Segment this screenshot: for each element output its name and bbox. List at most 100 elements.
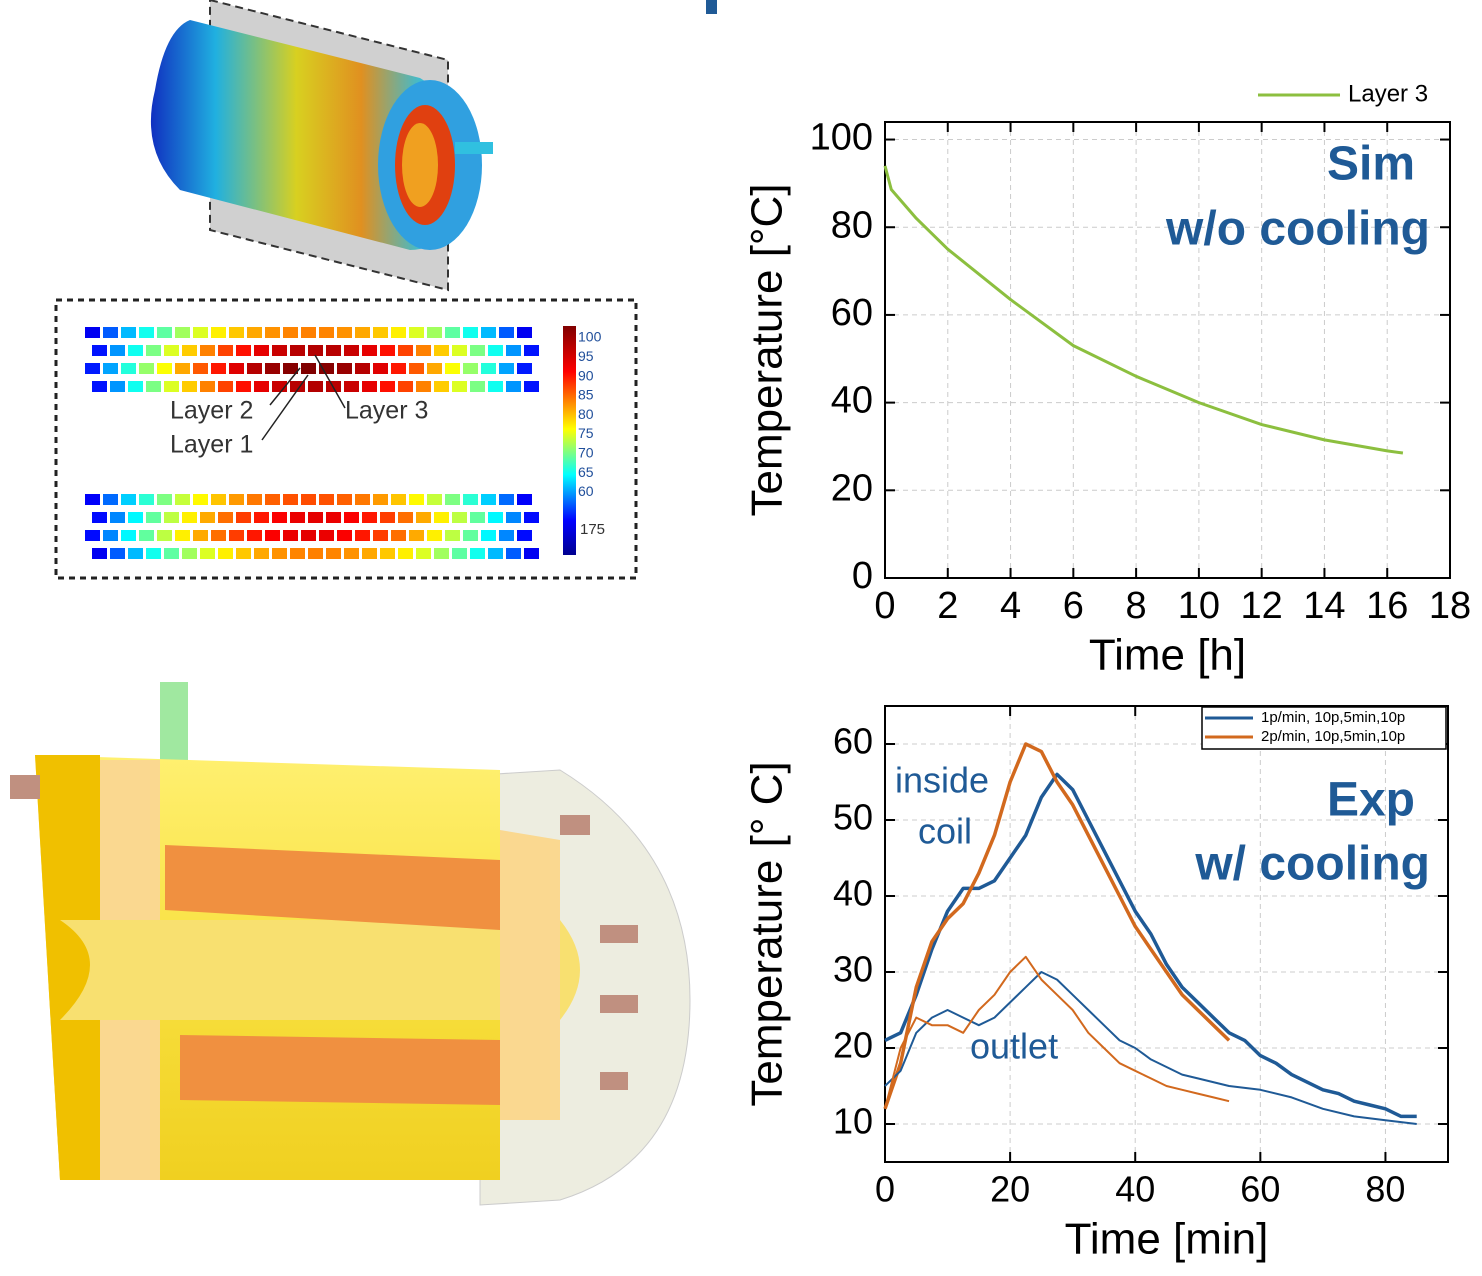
- annotation: coil: [918, 811, 972, 852]
- coil-block: [380, 345, 395, 356]
- coil-block: [380, 548, 395, 559]
- coil-block: [362, 548, 377, 559]
- coil-block: [283, 363, 298, 374]
- coil-block: [103, 363, 118, 374]
- coil-block: [146, 345, 161, 356]
- coil-block: [182, 345, 197, 356]
- magnet-render: [10, 682, 691, 1206]
- colorbar-label: 70: [578, 445, 594, 461]
- coil-block: [247, 327, 262, 338]
- coil-block: [229, 530, 244, 541]
- coil-block: [193, 494, 208, 505]
- coil-block: [193, 363, 208, 374]
- coil-block: [409, 530, 424, 541]
- coil-block: [128, 345, 143, 356]
- coil-block: [355, 327, 370, 338]
- coil-block: [272, 548, 287, 559]
- coil-block: [247, 363, 262, 374]
- coil-block: [362, 345, 377, 356]
- coil-block: [434, 381, 449, 392]
- coil-block: [290, 512, 305, 523]
- coil-block: [211, 494, 226, 505]
- coil-block: [391, 494, 406, 505]
- coil-block: [182, 381, 197, 392]
- coil-block: [182, 548, 197, 559]
- y-tick-label: 40: [833, 873, 873, 914]
- coil-block: [452, 548, 467, 559]
- coil-block: [290, 548, 305, 559]
- coil-block: [337, 494, 352, 505]
- coil-block: [110, 512, 125, 523]
- legend-label: 1p/min, 10p,5min,10p: [1261, 709, 1405, 726]
- coil-block: [247, 530, 262, 541]
- coil-block: [265, 530, 280, 541]
- coil-block: [236, 548, 251, 559]
- coil-block: [103, 494, 118, 505]
- coil-block: [398, 381, 413, 392]
- coil-block: [265, 494, 280, 505]
- coil-block: [175, 494, 190, 505]
- x-tick-label: 20: [990, 1169, 1030, 1210]
- x-tick-label: 80: [1365, 1169, 1405, 1210]
- coil-block: [128, 512, 143, 523]
- coil-block: [344, 512, 359, 523]
- coil-block: [164, 345, 179, 356]
- coil-block: [434, 345, 449, 356]
- coil-block: [290, 381, 305, 392]
- coil-block: [481, 494, 496, 505]
- layer-label: Layer 2: [170, 397, 253, 425]
- coil-block: [265, 327, 280, 338]
- coil-block: [506, 345, 521, 356]
- detail-frame: [54, 298, 638, 580]
- coil-block: [434, 548, 449, 559]
- coil-block: [157, 494, 172, 505]
- coil-block: [157, 327, 172, 338]
- layer-arrows: [261, 354, 346, 441]
- coil-render: [150, 0, 493, 292]
- coil-block: [301, 530, 316, 541]
- annotation: w/ cooling: [1194, 838, 1430, 891]
- coil-block: [481, 327, 496, 338]
- coil-block: [344, 345, 359, 356]
- coil-block: [337, 327, 352, 338]
- coil-block: [121, 530, 136, 541]
- colorbar: [563, 326, 576, 555]
- coil-block: [218, 548, 233, 559]
- coil-block: [128, 548, 143, 559]
- coil-block: [85, 327, 100, 338]
- cross-section: [85, 327, 539, 559]
- coil-block: [499, 327, 514, 338]
- coil-block: [499, 494, 514, 505]
- coil-block: [229, 494, 244, 505]
- coil-block: [164, 512, 179, 523]
- coil-block: [517, 327, 532, 338]
- coil-block: [380, 512, 395, 523]
- legend-label: Layer 3: [1348, 80, 1428, 107]
- coil-block: [463, 530, 478, 541]
- coil-block: [470, 548, 485, 559]
- y-tick-label: 60: [833, 721, 873, 762]
- coil-block: [110, 345, 125, 356]
- coil-block: [265, 363, 280, 374]
- coil-block: [308, 512, 323, 523]
- colorbar-label: 175: [580, 521, 605, 538]
- coil-block: [427, 530, 442, 541]
- coil-block: [283, 494, 298, 505]
- coil-block: [326, 512, 341, 523]
- coil-block: [175, 327, 190, 338]
- coil-block: [517, 363, 532, 374]
- coil-block: [254, 548, 269, 559]
- series-line: [883, 165, 1404, 455]
- coil-block: [211, 363, 226, 374]
- coil-block: [121, 327, 136, 338]
- series-line: [884, 955, 1230, 1110]
- coil-block: [200, 381, 215, 392]
- coil-block: [445, 327, 460, 338]
- coil-block: [254, 512, 269, 523]
- coil-block: [326, 345, 341, 356]
- coil-block: [229, 327, 244, 338]
- y-tick-label: 20: [831, 467, 873, 509]
- coil-block: [301, 327, 316, 338]
- coil-block: [218, 381, 233, 392]
- coil-block: [416, 345, 431, 356]
